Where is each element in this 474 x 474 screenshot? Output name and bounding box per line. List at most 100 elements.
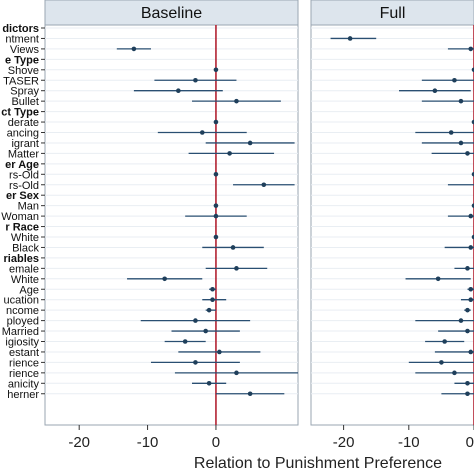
row-label: White [11, 232, 39, 244]
estimate-point [213, 234, 219, 240]
x-axis-label: Relation to Punishment Preference [194, 455, 442, 472]
row-label: herner [7, 389, 39, 401]
x-tick-label: -10 [137, 434, 159, 451]
plot-frame [44, 24, 299, 426]
panel-strip-label: Full [380, 5, 406, 22]
estimate-point [465, 328, 470, 334]
row-label: anicity [8, 378, 40, 390]
estimate-point [230, 245, 236, 250]
group-header-label: dictors [2, 23, 39, 35]
estimate-point [471, 67, 474, 73]
row-label: Views [10, 44, 40, 56]
panel-full: Full -20 -10 0 [310, 0, 474, 451]
row-label: ancing [7, 128, 39, 140]
row-label: Shove [8, 65, 39, 77]
row-label: Married [2, 326, 39, 338]
estimate-point [452, 370, 457, 376]
estimate-point [432, 88, 438, 93]
x-tick-label: -10 [398, 434, 420, 451]
estimate-point [162, 276, 167, 282]
group-header-label: ct Type [1, 107, 39, 119]
estimate-point [234, 98, 239, 104]
row-label: derate [8, 117, 39, 129]
estimate-point [468, 349, 474, 355]
panel-strip-label: Baseline [141, 5, 202, 22]
row-label: rience [9, 368, 39, 380]
x-tick-label: 0 [212, 434, 220, 451]
row-label: Bullet [11, 96, 39, 108]
estimate-point [442, 339, 447, 344]
row-label: Woman [1, 211, 39, 223]
estimate-point [234, 266, 239, 271]
estimate-point [203, 328, 208, 334]
estimate-point [206, 381, 212, 386]
row-label: Matter [8, 148, 40, 160]
row-label: igiosity [5, 337, 39, 349]
row-label: Age [19, 284, 39, 296]
estimate-point [182, 339, 188, 344]
estimate-point [213, 213, 219, 219]
group-header-label: r Race [5, 222, 39, 234]
x-tick-label: 0 [466, 434, 474, 451]
row-label: igrant [11, 138, 39, 150]
x-tick-label: -20 [333, 434, 355, 451]
estimate-point [458, 318, 464, 323]
row-label: rience [9, 357, 39, 369]
estimate-point [206, 307, 212, 313]
estimate-point [213, 172, 219, 177]
estimate-point [247, 140, 253, 146]
estimate-point [465, 266, 470, 271]
x-tick-label: -20 [68, 434, 90, 451]
estimate-point [217, 349, 222, 355]
panel-strip [44, 0, 299, 26]
row-label: ployed [7, 316, 39, 328]
plot-frame [310, 24, 474, 426]
estimate-point [471, 234, 474, 240]
estimate-point [347, 36, 353, 41]
group-header-label: er Sex [6, 190, 40, 202]
row-label: Spray [10, 86, 39, 98]
estimate-point [213, 119, 219, 125]
estimate-point [193, 360, 198, 365]
row-label: emale [9, 263, 39, 275]
estimate-point [210, 297, 215, 303]
estimate-point [458, 98, 464, 104]
row-label: White [11, 274, 39, 286]
estimate-point [199, 130, 205, 135]
row-label: rs-Old [9, 180, 39, 192]
estimate-point [247, 391, 253, 397]
row-label: rs-Old [9, 169, 39, 181]
estimate-point [213, 203, 219, 208]
estimate-point [458, 140, 464, 146]
estimate-point [452, 77, 457, 83]
estimate-point [435, 276, 441, 282]
estimate-point [193, 318, 198, 323]
estimate-point [468, 286, 474, 292]
estimate-point [439, 360, 444, 365]
row-label: ncome [6, 305, 39, 317]
estimate-point [131, 46, 137, 52]
estimate-point [176, 88, 181, 93]
estimate-point [465, 151, 470, 156]
estimate-point [210, 286, 215, 292]
row-label: ucation [4, 295, 39, 307]
row-label: estant [9, 347, 39, 359]
estimate-point [468, 213, 474, 219]
estimate-point [465, 307, 470, 313]
estimate-point [468, 297, 474, 303]
estimate-point [227, 151, 232, 156]
estimate-point [193, 77, 198, 83]
panel-baseline: Baseline -20 -10 0 [44, 0, 299, 451]
estimate-point [234, 370, 239, 376]
row-label: Black [12, 242, 39, 254]
estimate-point [471, 203, 474, 208]
estimate-point [465, 391, 470, 397]
group-header-label: er Age [5, 159, 39, 171]
panel-strip [310, 0, 474, 26]
estimate-point [213, 67, 219, 73]
estimate-point [471, 172, 474, 177]
panels-layer: Baseline -20 -10 0 Full -20 -10 0 [44, 0, 474, 451]
row-label: Man [18, 201, 39, 213]
